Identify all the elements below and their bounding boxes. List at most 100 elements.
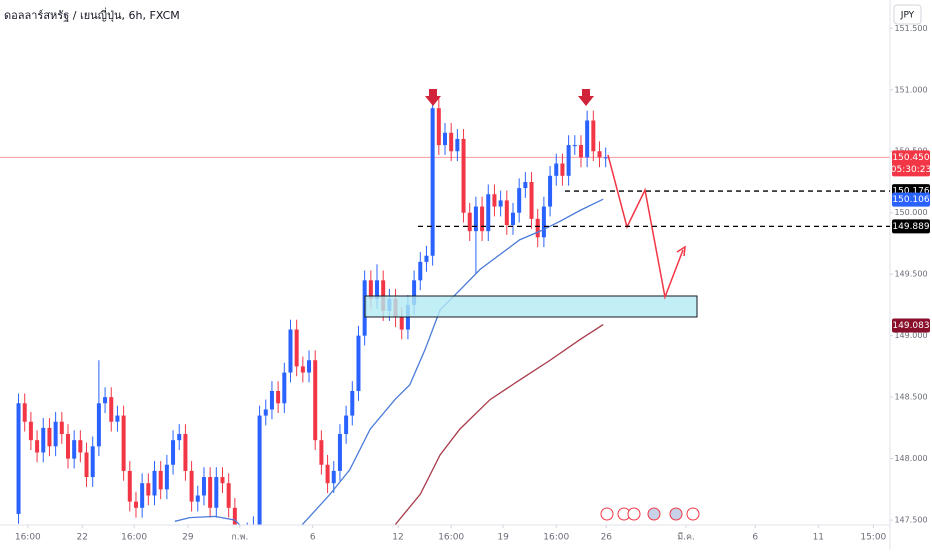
candle-body (22, 403, 27, 422)
candle-body (257, 415, 262, 525)
x-tick-label: มี.ค. (677, 532, 695, 543)
price-label-box (892, 318, 930, 333)
event-icons (600, 507, 700, 521)
candle-body (152, 470, 157, 496)
candle-body (424, 255, 429, 262)
candle-body (171, 440, 176, 465)
price-label: 149.083 (892, 321, 929, 331)
candle-body (344, 415, 349, 435)
event-icon (669, 507, 683, 521)
y-tick-label: 148.500 (894, 393, 927, 402)
event-icon (627, 507, 641, 521)
price-label: 150.176 (892, 187, 929, 197)
candle-body (510, 212, 515, 225)
y-tick-label: 148.000 (894, 454, 927, 463)
event-icon (686, 507, 700, 521)
candle-body (449, 132, 454, 152)
candle-body (195, 495, 200, 502)
x-tick-label: 22 (76, 533, 87, 543)
x-tick-label: 16:00 (15, 533, 41, 543)
candle-body (467, 212, 472, 232)
candle-body (418, 261, 423, 281)
down-arrow (425, 89, 441, 106)
candle-body (59, 421, 64, 435)
candle-body (455, 138, 460, 152)
candle-body (337, 434, 342, 471)
candle-body (208, 477, 213, 508)
x-tick-label: 16:00 (543, 533, 569, 543)
candle-body (597, 151, 602, 158)
x-tick-label: 16:00 (121, 533, 147, 543)
candle-body (356, 335, 361, 391)
x-tick-label: 16:00 (438, 533, 464, 543)
candle-body (529, 181, 534, 219)
price-label: 150.106 (892, 195, 929, 205)
candle-body (492, 194, 497, 207)
candle-body (28, 421, 33, 441)
price-label: 150.450 (892, 153, 929, 163)
candle-body (103, 397, 108, 404)
price-label: 149.889 (892, 222, 929, 232)
candle-body (220, 477, 225, 484)
candle-body (183, 434, 188, 471)
candle-body (331, 470, 336, 484)
x-tick-label: 11 (813, 533, 824, 543)
candle-body (164, 464, 169, 490)
candle-body (121, 415, 126, 471)
axes: 151.500151.000150.500150.000149.500149.0… (15, 24, 928, 543)
candle-body (109, 397, 114, 422)
candle-body (65, 434, 70, 459)
currency-label: JPY (900, 11, 915, 21)
candle-body (127, 470, 132, 502)
currency-button[interactable] (893, 4, 922, 25)
candle-body (504, 200, 509, 225)
x-tick-label: 6 (310, 533, 316, 543)
x-tick-label: 29 (182, 533, 194, 543)
candle-body (288, 329, 293, 373)
candle-body (412, 280, 417, 305)
candle-body (214, 477, 219, 508)
candle-body (560, 163, 565, 176)
candle-body (319, 440, 324, 465)
candle-body (133, 501, 138, 508)
candle-body (16, 403, 21, 514)
candle-body (313, 360, 318, 441)
candle-body (535, 218, 540, 238)
candle-body (554, 163, 559, 176)
candle-body (226, 483, 231, 508)
candle-body (41, 427, 46, 453)
candle-body (473, 206, 478, 232)
price-countdown: 05:30:23 (891, 165, 931, 175)
candle-body (115, 415, 120, 422)
candle-body (578, 145, 583, 158)
candle-body (300, 366, 305, 373)
projection-path (607, 154, 684, 300)
y-tick-label: 151.500 (894, 24, 927, 33)
y-tick-label: 151.000 (894, 85, 927, 94)
y-tick-label: 149.500 (894, 270, 927, 279)
candle-body (541, 206, 546, 238)
candle-body (47, 427, 52, 447)
x-tick-label: 26 (601, 533, 613, 543)
candle-body (72, 440, 77, 459)
candle-body (307, 360, 312, 373)
plot-area (0, 98, 890, 525)
candle-body (585, 120, 590, 158)
y-tick-label: 150.000 (894, 208, 927, 217)
x-tick-label: 12 (392, 533, 403, 543)
candle-body (232, 507, 237, 525)
candle-body (269, 390, 274, 410)
candle-body (517, 188, 522, 213)
candle-body (480, 206, 485, 232)
projection-arrowhead (676, 245, 686, 257)
candle-body (96, 403, 101, 447)
candle-body (603, 157, 608, 159)
x-tick-label: 19 (497, 533, 509, 543)
candle-body (399, 317, 404, 330)
candle-body (548, 175, 553, 207)
candle-body (350, 390, 355, 416)
candle-body (35, 440, 40, 453)
candle-body (498, 200, 503, 207)
